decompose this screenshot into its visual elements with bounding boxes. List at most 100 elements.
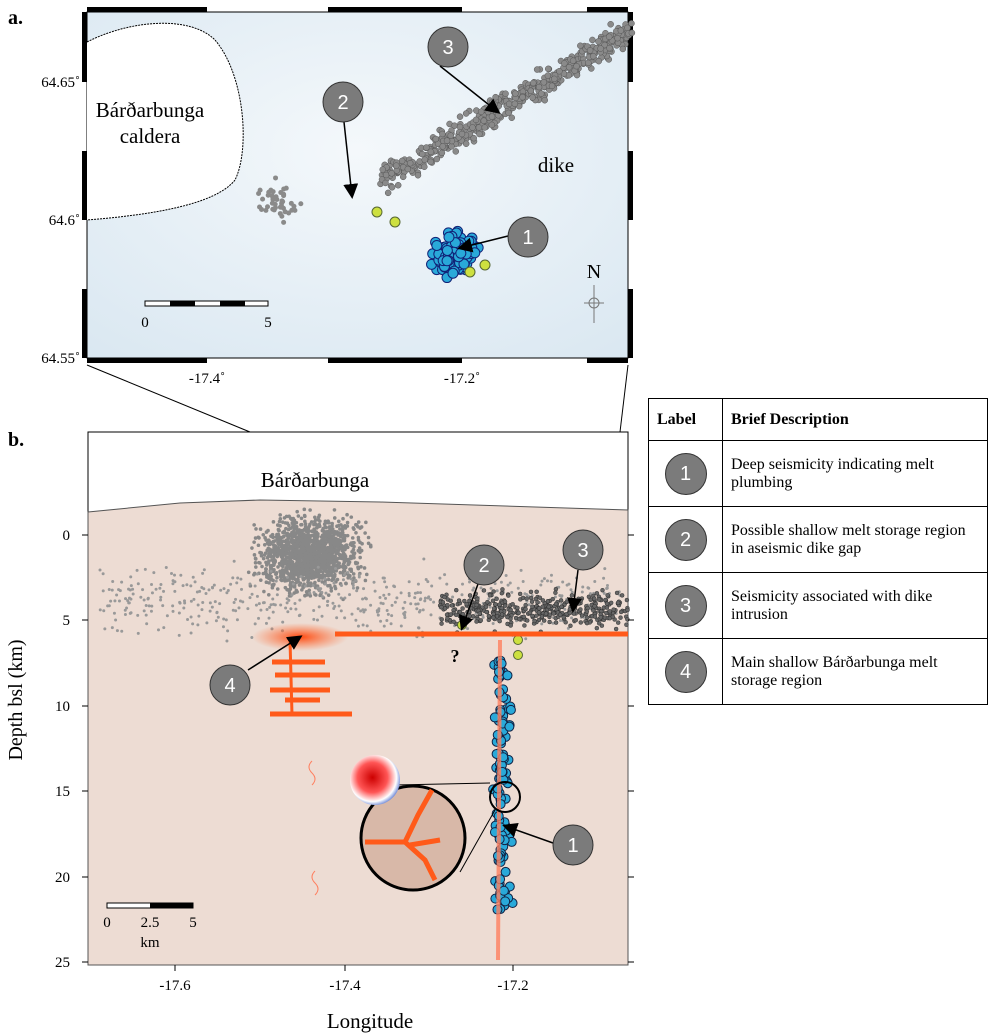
event (302, 571, 306, 575)
event (337, 524, 341, 528)
event (276, 587, 280, 591)
event (393, 585, 396, 588)
event (540, 615, 544, 619)
event (485, 600, 489, 604)
event (351, 536, 355, 540)
event (316, 573, 320, 577)
event (494, 602, 498, 606)
event (323, 542, 327, 546)
event (536, 84, 542, 90)
event (270, 193, 275, 198)
event (179, 574, 182, 577)
event (99, 569, 102, 572)
event (237, 606, 240, 609)
event (272, 520, 276, 524)
frame-segment (628, 151, 633, 220)
panel-label: b. (8, 429, 24, 451)
event (254, 585, 257, 588)
event (307, 527, 311, 531)
event (505, 722, 514, 731)
event (343, 569, 347, 573)
event (424, 597, 427, 600)
event (336, 538, 340, 542)
event (629, 30, 635, 36)
event (262, 601, 265, 604)
event (272, 611, 275, 614)
event (254, 565, 258, 569)
event (272, 603, 275, 606)
event (525, 619, 529, 623)
event (277, 528, 281, 532)
event (330, 522, 334, 526)
event (593, 580, 596, 583)
event (158, 587, 161, 590)
event (570, 616, 573, 619)
event (255, 604, 258, 607)
event (295, 590, 299, 594)
event (506, 705, 515, 714)
event (376, 611, 379, 614)
event (585, 621, 589, 625)
event (614, 627, 618, 631)
event (452, 620, 456, 624)
event (311, 573, 315, 577)
event (559, 605, 563, 609)
table-row: 3Seismicity associated with dike intrusi… (649, 573, 988, 639)
event (566, 584, 569, 587)
event (225, 618, 228, 621)
event (530, 80, 536, 86)
event (239, 578, 242, 581)
event (544, 612, 548, 616)
event (303, 514, 307, 518)
event (276, 553, 280, 557)
event (463, 111, 469, 117)
event (509, 582, 512, 585)
event (287, 524, 291, 528)
event (316, 569, 320, 573)
label-cell: 4 (649, 639, 723, 705)
description-cell: Possible shallow melt storage region in … (723, 507, 988, 573)
event (259, 527, 263, 531)
event (309, 567, 313, 571)
event (271, 189, 276, 194)
event (503, 671, 512, 680)
event (487, 614, 491, 618)
event (574, 618, 578, 622)
event (343, 534, 347, 538)
event (378, 596, 381, 599)
event (289, 546, 293, 550)
event (349, 515, 353, 519)
event (606, 34, 612, 40)
event (209, 610, 212, 613)
event (285, 579, 289, 583)
event (150, 610, 153, 613)
event (595, 591, 599, 595)
marker-label: 1 (522, 227, 533, 249)
event (211, 606, 214, 609)
event (468, 580, 471, 583)
event (525, 597, 529, 601)
event (603, 598, 607, 602)
event (482, 588, 486, 592)
event (268, 574, 272, 578)
event (379, 620, 382, 623)
event (574, 63, 580, 69)
event (313, 591, 316, 594)
event (330, 557, 334, 561)
event (478, 612, 482, 616)
event (254, 561, 258, 565)
event (274, 572, 278, 576)
frame-segment (87, 358, 207, 363)
event (281, 193, 286, 198)
event (476, 125, 482, 131)
event (337, 561, 341, 565)
event (344, 582, 348, 586)
event (512, 101, 518, 107)
event (395, 182, 401, 188)
event (294, 543, 298, 547)
event (497, 603, 501, 607)
event (342, 559, 346, 563)
event (439, 605, 443, 609)
event (298, 533, 302, 537)
event (266, 541, 270, 545)
